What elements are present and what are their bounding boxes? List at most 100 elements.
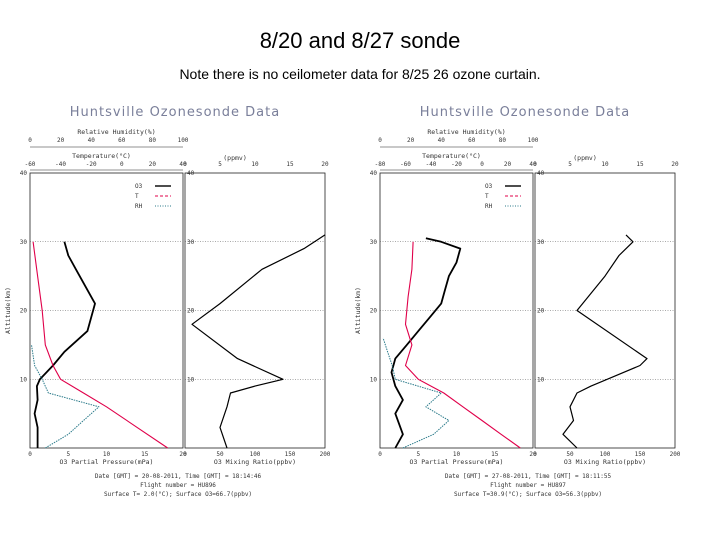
legend-label: T <box>485 193 489 200</box>
y-tick-label-left: 30 <box>20 239 28 246</box>
flight-info-line: Flight number = HU896 <box>140 482 216 489</box>
x-axis-label-right: O3 Mixing Ratio(ppbv) <box>564 458 646 466</box>
legend-label: T <box>135 193 139 200</box>
x-tick-label-left: 20 <box>179 451 187 458</box>
ppmv-tick-label: 5 <box>218 161 222 168</box>
ppmv-axis-label: (ppmv) <box>223 154 246 162</box>
y-tick-label-left: 40 <box>20 170 28 177</box>
chart-title: Huntsville Ozonesonde Data <box>70 105 280 120</box>
x-tick-label-left: 10 <box>103 451 111 458</box>
x-tick-label-right: 0 <box>183 451 187 458</box>
y-tick-label-right: 20 <box>537 308 545 315</box>
x-tick-label-left: 15 <box>141 451 149 458</box>
ppmv-tick-label: 20 <box>671 161 679 168</box>
x-tick-label-right: 50 <box>566 451 574 458</box>
rh-tick-label: 40 <box>88 137 96 144</box>
x-axis-label-left: O3 Partial Pressure(mPa) <box>60 458 154 466</box>
y-tick-label-right: 20 <box>187 308 195 315</box>
temp-tick-label: -40 <box>426 161 437 168</box>
temp-tick-label: 0 <box>120 161 124 168</box>
y-tick-label-right: 10 <box>537 376 545 383</box>
x-tick-label-left: 10 <box>453 451 461 458</box>
rh-tick-label: 80 <box>149 137 157 144</box>
y-tick-label-right: 40 <box>187 170 195 177</box>
rh-axis-label: Relative Humidity(%) <box>427 128 505 136</box>
y-tick-label-left: 30 <box>370 239 378 246</box>
temp-tick-label: 40 <box>529 161 537 168</box>
x-tick-label-right: 150 <box>285 451 296 458</box>
y-axis-label: Altitude(km) <box>4 287 12 334</box>
ppmv-tick-label: 10 <box>601 161 609 168</box>
legend-label: O3 <box>485 183 493 190</box>
x-axis-label-right: O3 Mixing Ratio(ppbv) <box>214 458 296 466</box>
slide-title: 8/20 and 8/27 sonde <box>259 28 461 53</box>
x-tick-label-right: 200 <box>320 451 331 458</box>
flight-info-line: Date [GMT] = 20-08-2011, Time [GMT] = 18… <box>95 473 262 480</box>
y-tick-label-right: 30 <box>187 239 195 246</box>
rh-tick-label: 20 <box>57 137 65 144</box>
y-tick-label-right: 30 <box>537 239 545 246</box>
ppmv-tick-label: 0 <box>533 161 537 168</box>
x-tick-label-left: 0 <box>378 451 382 458</box>
x-tick-label-right: 100 <box>600 451 611 458</box>
y-tick-label-left: 10 <box>20 376 28 383</box>
y-tick-label-left: 10 <box>370 376 378 383</box>
temp-tick-label: -40 <box>55 161 66 168</box>
slide-subtitle: Note there is no ceilometer data for 8/2… <box>179 66 541 82</box>
rh-tick-label: 60 <box>118 137 126 144</box>
x-tick-label-right: 50 <box>216 451 224 458</box>
x-axis-label-left: O3 Partial Pressure(mPa) <box>410 458 504 466</box>
y-tick-label-right: 10 <box>187 376 195 383</box>
x-tick-label-left: 20 <box>529 451 537 458</box>
temp-tick-label: -60 <box>25 161 36 168</box>
series-line-rh <box>382 337 450 449</box>
legend-label: O3 <box>135 183 143 190</box>
series-line-t <box>32 241 169 449</box>
ppmv-tick-label: 0 <box>183 161 187 168</box>
temp-tick-label: -20 <box>451 161 462 168</box>
series-line-o3-mixing-ratio <box>562 234 648 449</box>
x-tick-label-right: 150 <box>635 451 646 458</box>
temp-tick-label: 20 <box>504 161 512 168</box>
flight-info-line: Surface T= 2.0(°C); Surface O3=66.7(ppbv… <box>104 491 252 498</box>
legend-label: RH <box>485 203 493 210</box>
ppmv-axis-label: (ppmv) <box>573 154 596 162</box>
ppmv-tick-label: 15 <box>286 161 294 168</box>
series-line-o3 <box>33 241 96 448</box>
x-tick-label-right: 200 <box>670 451 681 458</box>
temp-tick-label: 40 <box>179 161 187 168</box>
rh-tick-label: 60 <box>468 137 476 144</box>
rh-tick-label: 40 <box>438 137 446 144</box>
y-tick-label-left: 20 <box>370 308 378 315</box>
flight-info-line: Flight number = HU897 <box>490 482 566 489</box>
rh-tick-label: 100 <box>528 137 539 144</box>
ppmv-tick-label: 5 <box>568 161 572 168</box>
legend-label: RH <box>135 203 143 210</box>
flight-info-line: Surface T=30.9(°C); Surface O3=56.3(ppbv… <box>454 491 602 498</box>
x-tick-label-right: 100 <box>250 451 261 458</box>
rh-tick-label: 80 <box>499 137 507 144</box>
y-tick-label-left: 20 <box>20 308 28 315</box>
flight-info-line: Date [GMT] = 27-08-2011, Time [GMT] = 18… <box>445 473 612 480</box>
ppmv-tick-label: 15 <box>636 161 644 168</box>
x-tick-label-left: 5 <box>66 451 70 458</box>
rh-axis-label: Relative Humidity(%) <box>77 128 155 136</box>
temp-axis-label: Temperature(°C) <box>72 152 131 160</box>
y-axis-label: Altitude(km) <box>354 287 362 334</box>
temp-tick-label: 0 <box>480 161 484 168</box>
x-tick-label-left: 5 <box>416 451 420 458</box>
rh-tick-label: 20 <box>407 137 415 144</box>
x-tick-label-right: 0 <box>533 451 537 458</box>
temp-tick-label: -20 <box>86 161 97 168</box>
rh-tick-label: 100 <box>178 137 189 144</box>
series-line-o3 <box>390 237 462 449</box>
x-tick-label-left: 0 <box>28 451 32 458</box>
series-line-t <box>404 241 521 449</box>
x-tick-label-left: 15 <box>491 451 499 458</box>
series-line-rh <box>31 344 100 449</box>
chart-title: Huntsville Ozonesonde Data <box>420 105 630 120</box>
rh-tick-label: 0 <box>28 137 32 144</box>
temp-axis-label: Temperature(°C) <box>422 152 481 160</box>
series-line-o3-mixing-ratio <box>191 234 326 449</box>
